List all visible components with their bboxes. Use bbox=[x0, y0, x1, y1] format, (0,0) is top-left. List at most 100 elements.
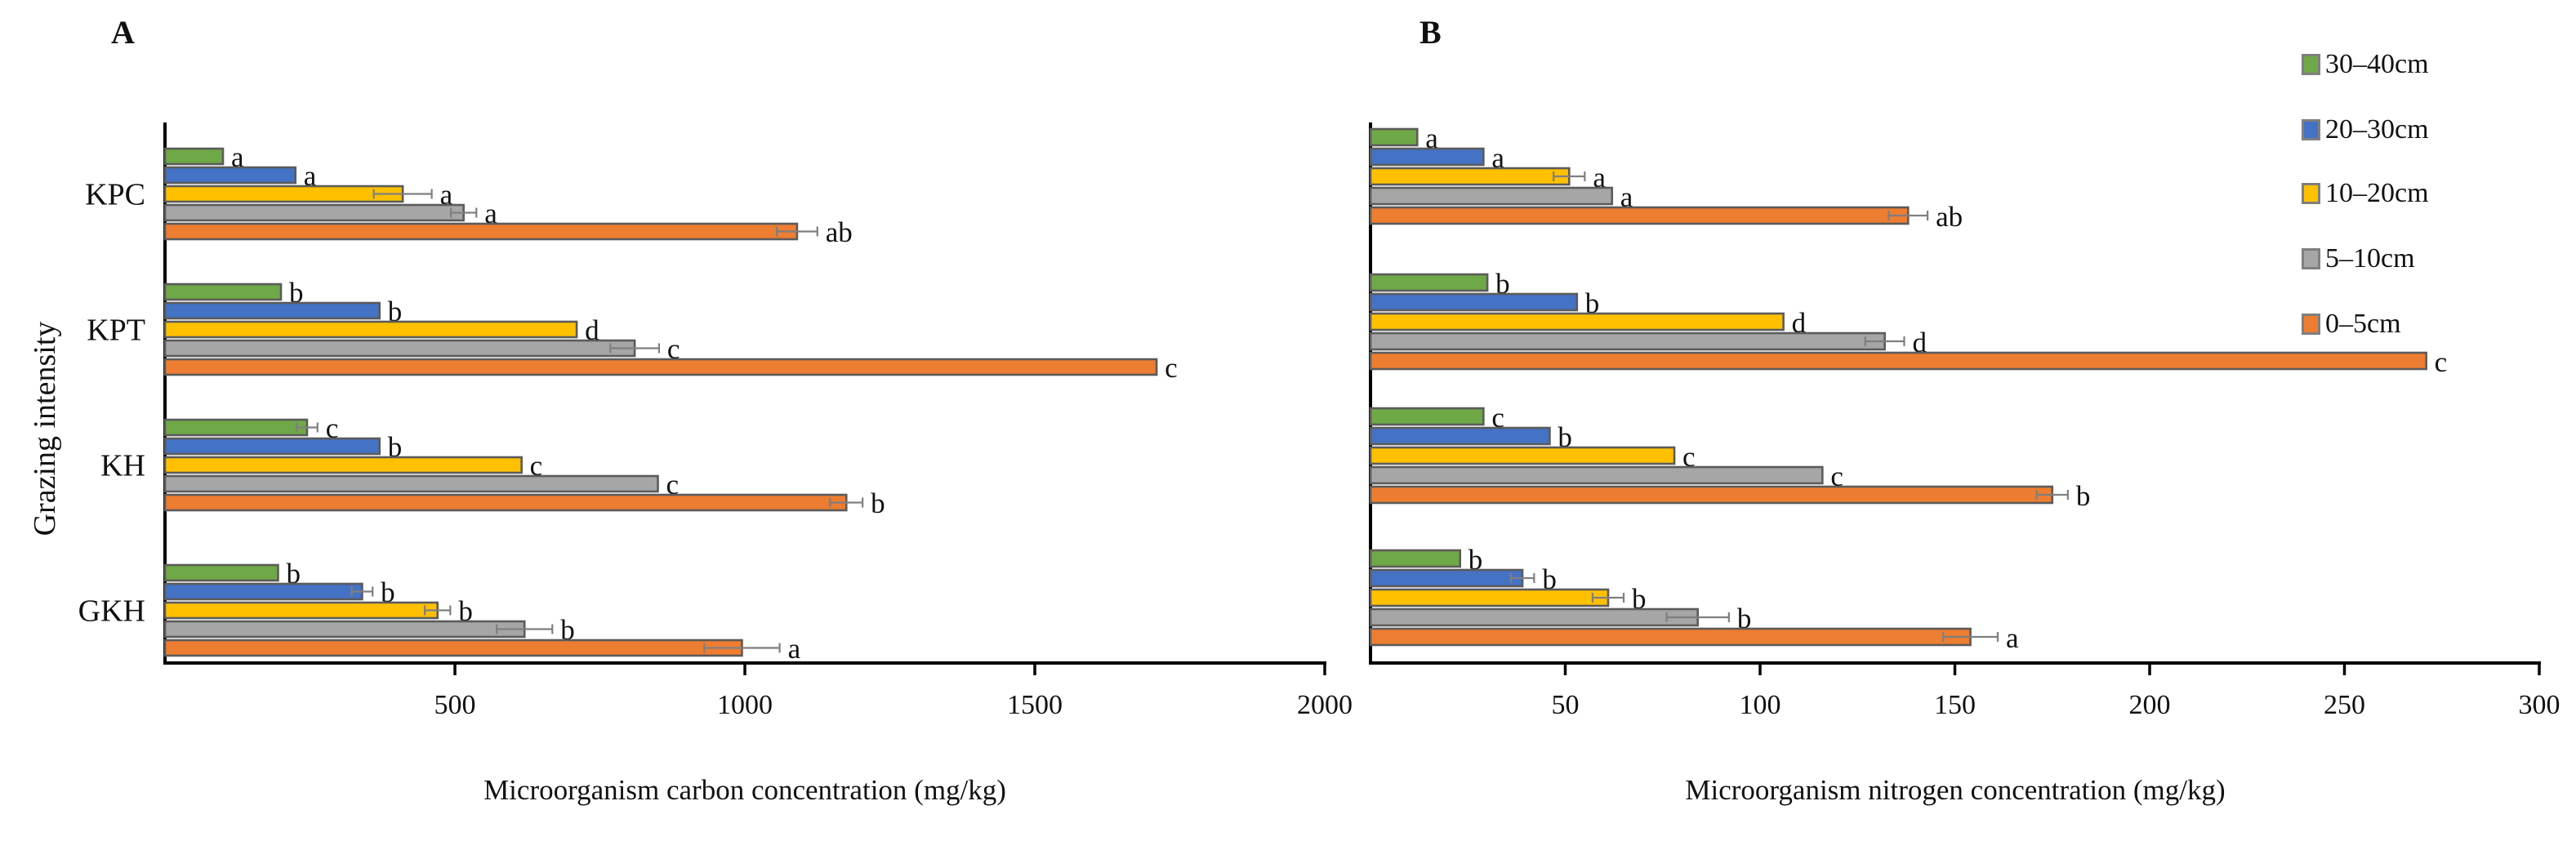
legend-label: 10–20cm bbox=[2325, 178, 2429, 208]
x-tick-label: 100 bbox=[1740, 690, 1781, 720]
x-tick-label: 300 bbox=[2519, 690, 2560, 720]
significance-letter: a bbox=[788, 633, 801, 665]
significance-letter: b bbox=[1542, 563, 1557, 595]
category-label-KH: KH bbox=[100, 449, 145, 483]
bar-KH-30-40cm bbox=[1369, 407, 1485, 426]
significance-letter: d bbox=[1912, 327, 1927, 358]
bar-GKH-20-30cm bbox=[1369, 568, 1524, 588]
significance-letter: b bbox=[1558, 421, 1572, 453]
significance-letter: c bbox=[1682, 441, 1696, 473]
panel-b-label: B bbox=[1419, 14, 1442, 51]
bar-GKH-30-40cm bbox=[1369, 549, 1462, 568]
bar-GKH-30-40cm bbox=[163, 563, 279, 582]
bar-KPC-30-40cm bbox=[1369, 127, 1419, 147]
legend-item-0-5cm: 0–5cm bbox=[2302, 308, 2401, 340]
bar-KPC-0-5cm bbox=[1369, 206, 1910, 225]
significance-letter: c bbox=[667, 333, 680, 365]
significance-letter: a bbox=[1491, 142, 1504, 174]
significance-letter: b bbox=[2076, 480, 2091, 512]
significance-letter: b bbox=[289, 277, 304, 309]
x-tick-label: 50 bbox=[1552, 690, 1580, 720]
bar-KH-0-5cm bbox=[1369, 485, 2054, 505]
legend-swatch-icon bbox=[2302, 119, 2320, 140]
significance-letter: a bbox=[231, 141, 244, 173]
category-label-GKH: GKH bbox=[78, 594, 145, 629]
significance-letter: b bbox=[388, 431, 403, 463]
legend-item-10-20cm: 10–20cm bbox=[2302, 177, 2429, 210]
x-tick-label: 1500 bbox=[1007, 690, 1063, 720]
x-tick-label: 200 bbox=[2129, 690, 2171, 720]
significance-letter: a bbox=[304, 160, 317, 192]
legend-swatch-icon bbox=[2302, 183, 2320, 204]
significance-letter: a bbox=[1620, 181, 1633, 213]
x-axis-title-nitrogen: Microorganism nitrogen concentration (mg… bbox=[1685, 774, 2226, 806]
legend-label: 20–30cm bbox=[2325, 114, 2429, 145]
bar-KPC-20-30cm bbox=[163, 166, 297, 185]
significance-letter: c bbox=[1830, 461, 1843, 492]
x-axis-title-carbon: Microorganism carbon concentration (mg/k… bbox=[484, 774, 1006, 806]
significance-letter: b bbox=[871, 487, 885, 519]
significance-letter: d bbox=[585, 314, 599, 346]
significance-letter: c bbox=[1491, 402, 1504, 434]
significance-letter: ab bbox=[1936, 201, 1963, 233]
x-tick-label: 2000 bbox=[1297, 690, 1353, 720]
significance-letter: ab bbox=[826, 216, 853, 248]
x-tick-label: 500 bbox=[435, 690, 476, 720]
significance-letter: b bbox=[1495, 268, 1510, 300]
bar-KPC-30-40cm bbox=[163, 147, 225, 166]
significance-letter: b bbox=[1632, 583, 1647, 615]
significance-letter: a bbox=[2006, 622, 2019, 654]
legend-item-5-10cm: 5–10cm bbox=[2302, 243, 2415, 275]
bar-KPT-0-5cm bbox=[1369, 351, 2427, 371]
legend-item-30-40cm: 30–40cm bbox=[2302, 48, 2429, 81]
significance-letter: a bbox=[484, 198, 497, 229]
bar-KPT-10-20cm bbox=[163, 320, 578, 339]
bar-KH-10-20cm bbox=[163, 456, 523, 474]
bar-KH-5-10cm bbox=[1369, 465, 1824, 485]
significance-letter: d bbox=[1792, 307, 1807, 339]
x-tick-label: 1000 bbox=[717, 690, 773, 720]
significance-letter: b bbox=[286, 558, 301, 590]
significance-letter: c bbox=[666, 469, 680, 501]
significance-letter: b bbox=[1737, 603, 1752, 634]
significance-letter: c bbox=[2435, 346, 2448, 378]
legend-swatch-icon bbox=[2302, 54, 2320, 75]
significance-letter: b bbox=[381, 576, 395, 608]
x-tick-label: 150 bbox=[1934, 690, 1976, 720]
bar-KPC-20-30cm bbox=[1369, 147, 1485, 167]
bar-KPT-0-5cm bbox=[163, 358, 1158, 376]
legend-swatch-icon bbox=[2302, 314, 2320, 335]
significance-letter: c bbox=[530, 450, 543, 482]
significance-letter: a bbox=[1593, 162, 1606, 194]
bar-GKH-0-5cm bbox=[1369, 627, 1972, 647]
bar-KH-20-30cm bbox=[163, 437, 381, 456]
significance-letter: b bbox=[388, 296, 403, 327]
bar-KPT-5-10cm bbox=[1369, 332, 1886, 351]
bar-KH-20-30cm bbox=[1369, 426, 1551, 446]
significance-letter: b bbox=[1585, 287, 1600, 319]
bar-KH-5-10cm bbox=[163, 474, 659, 493]
legend-label: 0–5cm bbox=[2325, 309, 2401, 339]
bar-KPC-10-20cm bbox=[1369, 167, 1571, 186]
bar-KPT-20-30cm bbox=[163, 301, 381, 320]
bar-KH-10-20cm bbox=[1369, 446, 1676, 465]
bar-KPT-10-20cm bbox=[1369, 312, 1785, 332]
legend-item-20-30cm: 20–30cm bbox=[2302, 113, 2429, 146]
category-label-KPC: KPC bbox=[85, 178, 145, 212]
legend-swatch-icon bbox=[2302, 248, 2320, 269]
x-tick-label: 250 bbox=[2324, 690, 2365, 720]
bar-GKH-10-20cm bbox=[1369, 588, 1610, 607]
panel-a-label: A bbox=[111, 14, 135, 51]
bar-KPT-20-30cm bbox=[1369, 292, 1579, 312]
significance-letter: b bbox=[1468, 544, 1483, 576]
category-label-KPT: KPT bbox=[87, 314, 145, 348]
bar-KPT-30-40cm bbox=[1369, 273, 1489, 292]
legend-label: 30–40cm bbox=[2325, 49, 2429, 79]
significance-letter: b bbox=[458, 595, 473, 627]
bar-KPT-30-40cm bbox=[163, 283, 283, 301]
significance-letter: c bbox=[1165, 352, 1178, 384]
significance-letter: b bbox=[560, 614, 575, 646]
